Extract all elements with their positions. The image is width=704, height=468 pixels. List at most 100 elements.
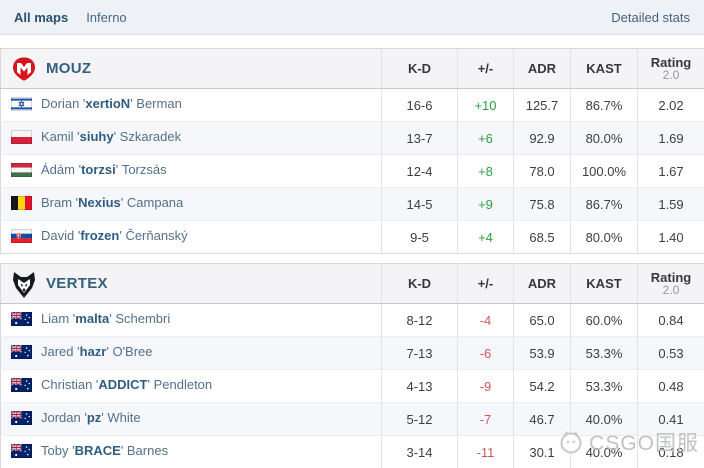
australia-flag-icon	[11, 410, 32, 425]
player-name-cell: KamilsiuhySzkaradek	[0, 121, 382, 155]
rating-version: 2.0	[662, 68, 680, 82]
column-header-kast: KAST	[570, 48, 638, 89]
team-name[interactable]: VERTEX	[46, 275, 108, 292]
column-header-rating: Rating 2.0	[637, 263, 704, 304]
player-name-cell: JaredhazrO'Bree	[0, 336, 382, 370]
team-name[interactable]: MOUZ	[46, 60, 92, 77]
rating-version: 2.0	[662, 283, 680, 297]
vertex-logo-icon	[11, 271, 37, 298]
player-link[interactable]: BramNexiusCampana	[11, 195, 183, 210]
adr-cell: 54.2	[513, 369, 571, 403]
kd-cell: 12-4	[381, 154, 458, 188]
plusminus-cell: -6	[457, 336, 514, 370]
player-name-cell: JordanpzWhite	[0, 402, 382, 436]
column-header-: +/-	[457, 263, 514, 304]
player-link[interactable]: KamilsiuhySzkaradek	[11, 129, 181, 144]
player-link[interactable]: TobyBRACEBarnes	[11, 443, 168, 458]
kd-cell: 7-13	[381, 336, 458, 370]
player-nickname: ADDICT	[92, 377, 153, 392]
rating-cell: 1.59	[637, 187, 704, 221]
detailed-stats-link[interactable]: Detailed stats	[611, 9, 690, 25]
team-header-cell: VERTEX	[0, 263, 382, 304]
player-name-cell: LiammaltaSchembri	[0, 303, 382, 337]
israel-flag-icon	[11, 96, 32, 111]
rating-cell: 1.69	[637, 121, 704, 155]
poland-flag-icon	[11, 129, 32, 144]
player-row: JordanpzWhite 5-12-746.740.0%0.41	[0, 402, 704, 436]
rating-cell: 0.84	[637, 303, 704, 337]
kd-cell: 14-5	[381, 187, 458, 221]
player-last-name: White	[107, 410, 141, 426]
australia-flag-icon	[11, 311, 32, 326]
slovakia-flag-icon	[11, 228, 32, 243]
player-nickname: frozen	[74, 228, 125, 243]
player-name-cell: BramNexiusCampana	[0, 187, 382, 221]
player-nickname: siuhy	[74, 129, 120, 144]
adr-cell: 78.0	[513, 154, 571, 188]
adr-cell: 53.9	[513, 336, 571, 370]
australia-flag-icon	[11, 377, 32, 392]
column-header-rating: Rating 2.0	[637, 48, 704, 89]
tab-inferno[interactable]: Inferno	[86, 9, 127, 25]
player-first-name: Jordan	[41, 410, 81, 426]
player-link[interactable]: JaredhazrO'Bree	[11, 344, 153, 359]
kast-cell: 40.0%	[570, 435, 638, 468]
team-header-row: VERTEX K-D +/- ADR KAST Rating 2.0	[0, 263, 704, 304]
player-first-name: Ádám	[41, 162, 75, 178]
plusminus-cell: -9	[457, 369, 514, 403]
player-nickname: pz	[81, 410, 108, 425]
player-last-name: Szkaradek	[119, 129, 182, 145]
player-last-name: Campana	[126, 195, 184, 211]
adr-cell: 125.7	[513, 88, 571, 122]
player-first-name: David	[41, 228, 75, 244]
player-last-name: O'Bree	[112, 344, 153, 360]
plusminus-cell: -4	[457, 303, 514, 337]
team-table-vertex: VERTEXK-D+/-ADRKASTRating2.0LiammaltaSch…	[0, 263, 704, 468]
player-link[interactable]: JordanpzWhite	[11, 410, 141, 425]
kd-cell: 8-12	[381, 303, 458, 337]
player-link[interactable]: LiammaltaSchembri	[11, 311, 170, 326]
belgium-flag-icon	[11, 195, 32, 210]
column-header-kd: K-D	[381, 263, 458, 304]
australia-flag-icon	[11, 443, 32, 458]
player-nickname: hazr	[74, 344, 113, 359]
kast-cell: 100.0%	[570, 154, 638, 188]
team-header-row: MOUZ K-D +/- ADR KAST Rating 2.0	[0, 48, 704, 89]
mouz-logo-icon	[11, 56, 37, 82]
player-link[interactable]: DavidfrozenČerňanský	[11, 228, 188, 243]
kast-cell: 80.0%	[570, 220, 638, 254]
player-nickname: xertioN	[79, 96, 136, 111]
kd-cell: 5-12	[381, 402, 458, 436]
adr-cell: 46.7	[513, 402, 571, 436]
player-first-name: Bram	[41, 195, 73, 211]
player-link[interactable]: ÁdámtorzsiTorzsás	[11, 162, 167, 177]
rating-cell: 0.48	[637, 369, 704, 403]
kast-cell: 53.3%	[570, 336, 638, 370]
plusminus-cell: -11	[457, 435, 514, 468]
player-first-name: Toby	[41, 443, 69, 459]
player-row: BramNexiusCampana 14-5+975.886.7%1.59	[0, 187, 704, 221]
player-first-name: Jared	[41, 344, 74, 360]
adr-cell: 68.5	[513, 220, 571, 254]
tab-all-maps[interactable]: All maps	[14, 9, 69, 25]
player-first-name: Dorian	[41, 96, 80, 112]
kd-cell: 16-6	[381, 88, 458, 122]
player-nickname: torzsi	[75, 162, 122, 177]
player-last-name: Čerňanský	[125, 228, 188, 244]
player-link[interactable]: ChristianADDICTPendleton	[11, 377, 212, 392]
australia-flag-icon	[11, 344, 32, 359]
plusminus-cell: +6	[457, 121, 514, 155]
kd-cell: 13-7	[381, 121, 458, 155]
adr-cell: 92.9	[513, 121, 571, 155]
rating-cell: 0.53	[637, 336, 704, 370]
player-first-name: Christian	[41, 377, 93, 393]
kast-cell: 86.7%	[570, 187, 638, 221]
plusminus-cell: +10	[457, 88, 514, 122]
player-link[interactable]: DorianxertioNBerman	[11, 96, 182, 111]
player-name-cell: ChristianADDICTPendleton	[0, 369, 382, 403]
column-header-adr: ADR	[513, 263, 571, 304]
